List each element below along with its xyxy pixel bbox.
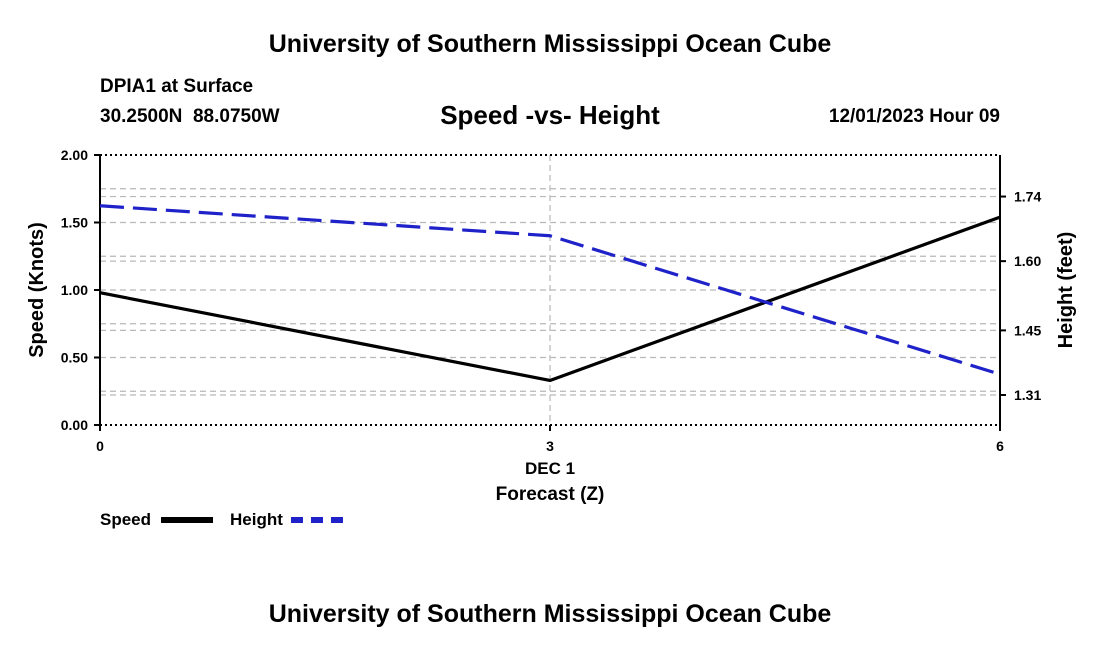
y-tick-label: 2.00 <box>61 147 88 163</box>
series-line-speed <box>99 215 1001 383</box>
y-tick-label: 0.50 <box>61 350 88 366</box>
station-label: DPIA1 at Surface <box>100 76 254 97</box>
datetime-label: 12/01/2023 Hour 09 <box>828 106 1000 127</box>
coordinates-label: 30.2500N 88.0750W <box>100 106 280 127</box>
y-axis-title: Speed (Knots) <box>26 222 48 358</box>
legend-height-label: Height <box>230 510 283 529</box>
y-tick-label: 1.00 <box>61 282 88 298</box>
series-line-height <box>99 204 1001 376</box>
y-tick-label: 1.50 <box>61 215 88 231</box>
speed-height-chart: 0.00 0.50 1.00 1.50 2.00 1.31 1.45 1.60 1.74 0 3 6 D… <box>26 147 1077 505</box>
x-axis-title: Forecast (Z) <box>496 484 605 505</box>
y2-tick-label: 1.31 <box>1014 387 1041 403</box>
y2-tick-label: 1.74 <box>1014 189 1041 205</box>
legend-speed-swatch <box>161 517 213 523</box>
y-tick-label: 0.00 <box>61 417 88 433</box>
legend-height-swatch <box>291 517 343 523</box>
legend-speed-label: Speed <box>100 510 152 529</box>
y2-tick-label: 1.45 <box>1014 322 1041 338</box>
x-tick-label: 0 <box>96 438 104 454</box>
x-tick-label: 3 <box>546 438 554 454</box>
y2-tick-label: 1.60 <box>1014 253 1041 269</box>
x-date-label: DEC 1 <box>525 459 575 478</box>
chart-title: Speed -vs- Height <box>440 100 660 130</box>
x-tick-label: 6 <box>996 438 1004 454</box>
y2-axis-title: Height (feet) <box>1055 232 1077 349</box>
page-title: University of Southern Mississippi Ocean… <box>268 30 832 58</box>
footer-title: University of Southern Mississippi Ocean… <box>268 600 832 628</box>
